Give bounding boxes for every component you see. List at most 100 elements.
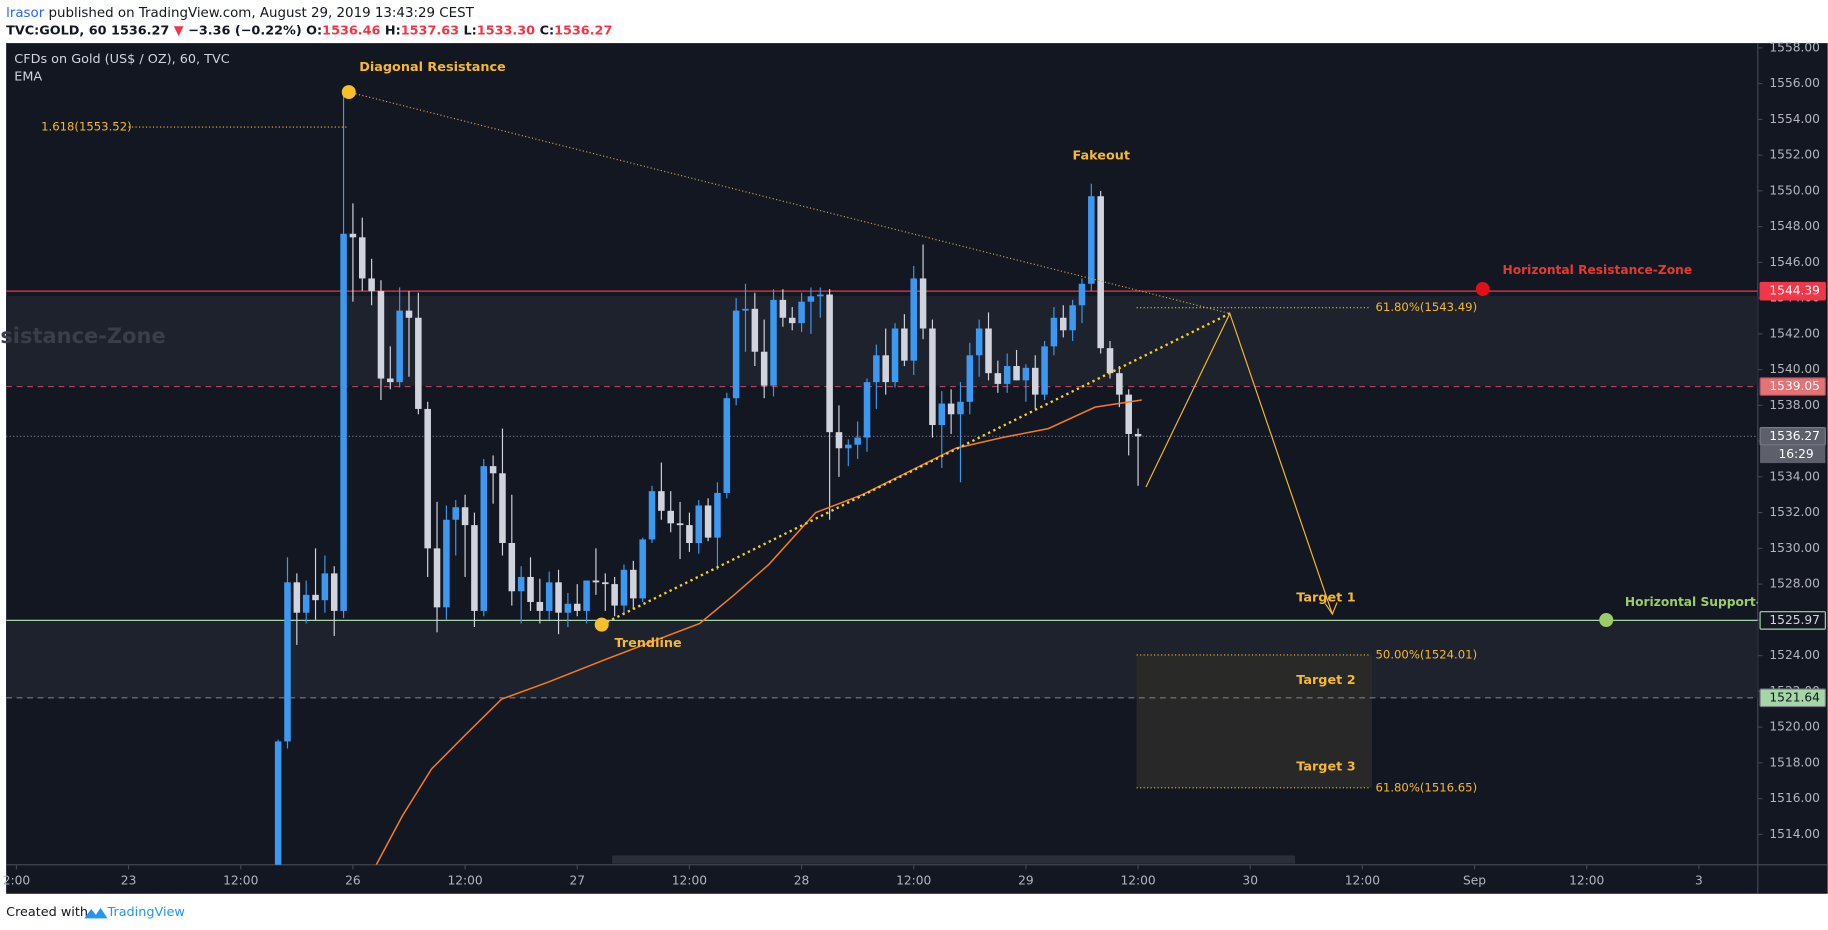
arrow: ▼: [174, 23, 184, 38]
published: published on TradingView.com, August 29,…: [49, 6, 475, 21]
y-tick-label: 1556.00: [1769, 76, 1820, 90]
candle-body: [807, 296, 815, 302]
candle-body: [901, 328, 908, 361]
x-tick-label: Sep: [1463, 874, 1486, 888]
candle-body: [377, 290, 385, 379]
candle-body: [1003, 366, 1011, 384]
candle-body: [686, 525, 693, 543]
y-tick-label: 1520.00: [1769, 720, 1820, 734]
marker: [1599, 613, 1614, 627]
candle-body: [854, 437, 861, 445]
candle-body: [293, 582, 301, 613]
x-tick-label: 12:00: [896, 874, 931, 888]
price-tag: [1759, 426, 1826, 446]
candle-body: [966, 355, 974, 402]
candle-body: [396, 310, 403, 383]
candle-body: [1050, 317, 1058, 347]
candle-body: [405, 310, 413, 318]
candle-body: [1069, 305, 1076, 331]
candle-body: [1013, 366, 1020, 381]
x-tick-label: 30: [1242, 874, 1258, 888]
candle-body: [695, 505, 703, 543]
projection: [1145, 311, 1333, 615]
support-zone: [6, 620, 1758, 699]
candle-body: [723, 398, 731, 493]
annotation: Horizontal Support-Zo: [1625, 595, 1778, 609]
annotation: Fakeout: [1072, 149, 1130, 164]
candle-body: [452, 507, 459, 520]
price-tag-label: 1544.39: [1769, 284, 1820, 298]
annotation: 61.80%(1516.65): [1376, 780, 1478, 794]
candle-body: [471, 525, 478, 611]
candle-body: [340, 233, 347, 611]
y-tick-label: 1540.00: [1769, 362, 1820, 376]
high: 1537.63: [401, 23, 459, 38]
candle-body: [788, 317, 796, 324]
candle-body: [461, 507, 469, 526]
candle-body: [1060, 317, 1067, 331]
candle-body: [798, 301, 805, 324]
candle-body: [433, 548, 441, 608]
ema-line: [375, 399, 1142, 865]
candle-body: [349, 233, 357, 238]
zone-label: sistance-Zone: [0, 324, 165, 348]
close: 1536.27: [554, 23, 612, 38]
candle-body: [508, 542, 516, 592]
candle-body: [938, 403, 946, 426]
y-tick-label: 1532.00: [1769, 505, 1820, 519]
candle-body: [302, 594, 310, 613]
o: O:: [306, 23, 322, 38]
annotation: 50.00%(1524.01): [1376, 647, 1478, 661]
y-tick-label: 1552.00: [1769, 148, 1820, 162]
candle-body: [667, 510, 674, 524]
x-tick-label: 12:00: [672, 874, 707, 888]
countdown: 16:29: [1778, 447, 1813, 461]
l: L:: [464, 23, 477, 38]
candle-body: [882, 355, 889, 383]
footer-bg: [0, 893, 1828, 930]
candle-body: [330, 573, 338, 611]
candle-body: [648, 491, 656, 540]
brand[interactable]: TradingView: [107, 905, 185, 920]
candle-body: [1106, 348, 1114, 374]
candle-body: [527, 576, 534, 602]
x-tick-label: 2:00: [3, 874, 30, 888]
x-tick-label: 12:00: [1345, 874, 1380, 888]
marker: [594, 617, 609, 632]
candle-body: [274, 741, 282, 865]
countdown-tag: [1760, 445, 1826, 464]
candle-body: [760, 351, 768, 386]
candle-body: [1097, 196, 1104, 349]
author[interactable]: lrasor: [6, 6, 45, 21]
publish-line: lrasor published on TradingView.com, Aug…: [6, 6, 474, 21]
candle-body: [676, 523, 684, 526]
candle-body: [564, 603, 572, 613]
candle-body: [770, 299, 777, 386]
symbol: TVC:GOLD, 60: [6, 23, 107, 38]
candle-body: [658, 491, 665, 511]
candle-body: [602, 582, 609, 585]
y-tick-label: 1554.00: [1769, 112, 1820, 126]
annotation: 1.618(1553.52): [41, 120, 132, 134]
y-tick-label: 1550.00: [1769, 183, 1820, 197]
candle-body: [929, 328, 936, 426]
candle-body: [321, 573, 329, 601]
last: 1536.27: [111, 23, 169, 38]
scrollbar[interactable]: [612, 855, 1296, 864]
candle-body: [583, 580, 590, 611]
candle-body: [975, 328, 983, 356]
y-tick-label: 1518.00: [1769, 755, 1820, 769]
candle-body: [957, 401, 964, 415]
annotation: Trendline: [614, 636, 681, 651]
x-tick-label: 28: [794, 874, 810, 888]
price-tag: [1759, 281, 1826, 301]
candle-body: [742, 308, 749, 311]
price-tag-label: 1521.64: [1769, 690, 1820, 704]
candle-body: [517, 576, 525, 592]
candle-body: [714, 492, 721, 538]
resistance-zone: [6, 296, 1758, 386]
annotation: Target 3: [1296, 759, 1355, 774]
candle-body: [443, 519, 450, 608]
y-tick-label: 1558.00: [1769, 40, 1820, 54]
fib-box: [1136, 654, 1373, 788]
